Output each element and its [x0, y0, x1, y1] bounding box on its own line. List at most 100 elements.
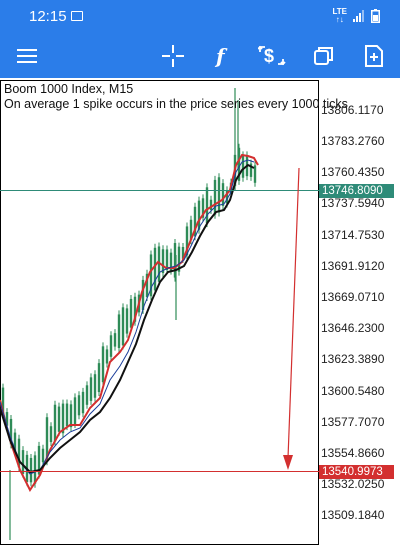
candle-body — [41, 448, 45, 463]
candle-body — [65, 403, 69, 427]
price-scale-label: 13760.4350 — [321, 165, 385, 179]
candle-body — [145, 273, 149, 298]
candle-body — [73, 397, 77, 424]
new-order-button[interactable] — [357, 39, 391, 73]
candle-body — [49, 426, 53, 443]
price-scale-label: 13600.5480 — [321, 384, 385, 398]
chart-info: Boom 1000 Index, M15 On average 1 spike … — [4, 82, 348, 112]
candle-body — [113, 333, 117, 347]
candle-body — [61, 403, 65, 434]
candle-body — [193, 206, 197, 237]
status-time: 12:15 — [29, 8, 67, 25]
candle-body — [153, 247, 157, 291]
price-scale-label: 13783.2760 — [321, 134, 385, 148]
symbols-icon: $ — [258, 45, 286, 66]
symbol-title: Boom 1000 Index, M15 — [4, 82, 134, 96]
candle-body — [177, 246, 181, 272]
candle-body — [105, 349, 109, 364]
crosshair-button[interactable] — [156, 39, 190, 73]
indicators-icon: f — [214, 45, 228, 67]
price-scale-label: 13737.5940 — [321, 196, 385, 210]
svg-text:f: f — [214, 45, 228, 67]
signal-icon — [353, 10, 364, 22]
status-indicators: LTE ↑↓ — [332, 8, 380, 24]
candle-body — [221, 183, 225, 206]
window-button[interactable] — [307, 39, 341, 73]
price-scale-label: 13714.7530 — [321, 228, 385, 242]
candle-body — [53, 404, 57, 442]
chart-canvas[interactable] — [0, 78, 400, 545]
top-toolbar: f $ — [0, 33, 400, 78]
price-scale-label: 13691.9120 — [321, 259, 385, 273]
candle-body — [189, 219, 193, 241]
candle-body — [69, 404, 73, 428]
candle-body — [241, 155, 245, 178]
ma-blue-line — [0, 159, 255, 475]
price-scale-label: 13646.2300 — [321, 321, 385, 335]
candle-body — [85, 385, 89, 405]
candle-body — [169, 252, 173, 271]
candle-body — [125, 308, 129, 334]
candle-body — [37, 445, 41, 475]
candle-body — [109, 335, 113, 357]
candle-body — [149, 254, 153, 297]
candle-body — [161, 249, 165, 274]
candle-body — [197, 200, 201, 230]
candle-body — [77, 395, 81, 416]
crosshair-icon — [162, 45, 184, 67]
lte-indicator: LTE ↑↓ — [332, 7, 347, 24]
menu-icon — [17, 49, 37, 63]
status-bar: 12:15 LTE ↑↓ — [0, 0, 400, 33]
symbols-button[interactable]: $ — [255, 39, 289, 73]
price-scale-label: 13623.3890 — [321, 352, 385, 366]
trendline-arrowhead — [283, 455, 293, 470]
candle-body — [253, 165, 257, 183]
price-scale-label: 13532.0250 — [321, 477, 385, 491]
price-scale-label: 13806.1170 — [321, 103, 384, 117]
ma-red-line — [0, 153, 259, 492]
lte-label: LTE — [332, 7, 347, 16]
battery-icon — [371, 9, 380, 23]
price-scale-label: 13554.8660 — [321, 446, 385, 460]
candle-body — [249, 163, 253, 177]
trendline — [287, 167, 300, 459]
candle-body — [141, 279, 145, 311]
candle-body — [5, 412, 9, 426]
price-scale-label: 13669.0710 — [321, 290, 385, 304]
candle-body — [89, 377, 93, 401]
candle-body — [121, 307, 125, 346]
gallery-notification-icon — [71, 11, 83, 21]
candle-body — [157, 246, 161, 282]
menu-button[interactable] — [10, 39, 44, 73]
price-scale-label: 13509.1840 — [321, 508, 385, 522]
window-icon — [314, 47, 333, 65]
candle-body — [201, 198, 205, 218]
candle-body — [57, 406, 61, 432]
candle-body — [133, 296, 137, 322]
candle-body — [29, 457, 33, 483]
chart-frame — [0, 80, 319, 545]
candle-body — [13, 432, 17, 452]
candle-body — [97, 363, 101, 393]
candle-body — [225, 190, 229, 204]
ma-black-line — [0, 163, 255, 474]
candle-body — [181, 246, 185, 259]
candle-body — [173, 243, 177, 278]
symbol-description: On average 1 spike occurs in the price s… — [4, 97, 348, 111]
candle-body — [209, 199, 213, 210]
candle-body — [205, 187, 209, 224]
indicators-button[interactable]: f — [206, 39, 240, 73]
current-price-tag: 13746.8090 — [319, 184, 394, 198]
candle-body — [1, 387, 5, 415]
candle-body — [17, 438, 21, 468]
level-price-tag: 13540.9973 — [319, 465, 394, 479]
candle-body — [45, 417, 49, 462]
candle-body — [101, 346, 105, 383]
svg-text:$: $ — [264, 46, 274, 66]
candle-body — [165, 249, 169, 271]
candle-body — [213, 179, 217, 215]
candle-body — [81, 391, 85, 414]
candle-body — [93, 374, 97, 398]
price-scale-label: 13577.7070 — [321, 415, 385, 429]
candle-body — [21, 450, 25, 474]
